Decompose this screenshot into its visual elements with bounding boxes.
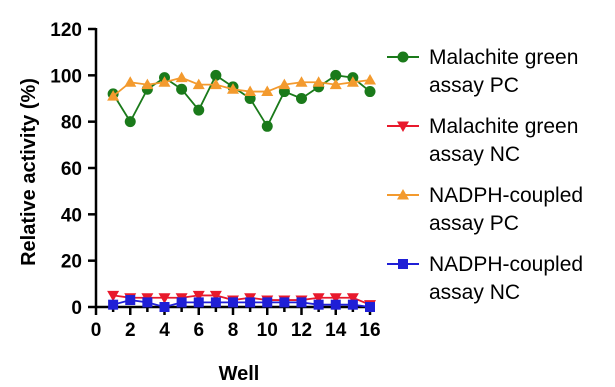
data-point [329, 78, 342, 90]
y-axis-label: Relative activity (%) [18, 78, 40, 266]
axes [94, 28, 371, 309]
y-tick-label: 80 [61, 113, 82, 134]
series-2 [107, 71, 376, 101]
data-point [296, 297, 307, 308]
data-point [329, 293, 342, 304]
legend-marker [398, 259, 408, 269]
x-tick-label: 16 [359, 320, 380, 341]
x-tick-label: 10 [257, 320, 278, 341]
data-point [295, 76, 308, 87]
data-point [141, 78, 154, 90]
data-point [312, 76, 325, 87]
legend-marker [397, 189, 409, 200]
legend-label: NADPH-coupled [429, 184, 583, 207]
data-point [142, 297, 153, 308]
data-point [364, 86, 376, 98]
data-point [346, 76, 359, 87]
x-tick-label: 12 [291, 320, 312, 341]
legend: Malachite green assay PC Malachite green as… [387, 46, 583, 304]
data-point [175, 71, 188, 83]
data-point [261, 85, 274, 97]
data-point [313, 299, 324, 310]
data-point [330, 299, 341, 310]
data-point [107, 90, 120, 101]
x-tick-label: 6 [193, 320, 204, 341]
x-tick-label: 2 [125, 320, 136, 341]
data-point [244, 85, 257, 97]
x-tick-label: 14 [325, 320, 347, 341]
data-point [192, 78, 205, 90]
data-point [124, 76, 137, 87]
data-point [193, 104, 205, 116]
data-point [296, 93, 307, 104]
data-point [159, 302, 170, 312]
series-0 [107, 69, 376, 132]
data-point [346, 293, 359, 304]
legend-item: NADPH-coupled assay PC [387, 184, 583, 235]
data-point [209, 290, 222, 302]
series-3 [108, 295, 375, 312]
x-tick-label: 4 [159, 320, 170, 341]
legend-marker [397, 121, 409, 132]
legend-marker [397, 51, 409, 63]
data-point [227, 83, 239, 94]
x-tick-label: 8 [228, 320, 239, 341]
data-point [193, 297, 204, 308]
data-point [228, 297, 238, 308]
data-point [158, 76, 171, 87]
y-tick-label: 60 [61, 159, 82, 180]
series-layer [107, 69, 376, 312]
legend-item: NADPH-coupled assay NC [387, 253, 583, 304]
series-line [112, 76, 371, 97]
y-tick-label: 40 [61, 205, 82, 226]
data-point [125, 295, 136, 306]
y-tick-label: 100 [50, 66, 82, 87]
legend-item: Malachite green assay PC [387, 46, 578, 97]
data-point [245, 297, 256, 308]
data-point [210, 69, 222, 81]
y-tick-label: 0 [71, 298, 82, 319]
series-line [113, 294, 371, 306]
data-point [210, 297, 221, 308]
data-point [108, 299, 119, 310]
x-axis-label: Well [219, 363, 260, 385]
data-point [124, 116, 136, 128]
data-point [347, 299, 358, 310]
data-point [278, 78, 291, 90]
x-axis-ticks: 0 2 4 6 8 10 12 14 16 [91, 307, 381, 341]
data-point [261, 120, 273, 132]
legend-label: Malachite green [429, 115, 578, 138]
data-point [107, 290, 120, 302]
legend-label: Malachite green [429, 46, 578, 69]
data-point [176, 83, 188, 95]
legend-label: assay NC [429, 281, 520, 304]
legend-label: NADPH-coupled [429, 253, 583, 276]
data-point [279, 297, 290, 308]
legend-label: assay PC [429, 212, 519, 235]
series-line [112, 299, 371, 308]
legend-label: assay NC [429, 143, 520, 166]
data-point [176, 297, 187, 308]
data-point [312, 293, 325, 304]
data-point [209, 78, 222, 90]
y-tick-label: 20 [61, 252, 82, 273]
data-point [364, 73, 376, 85]
data-point [365, 302, 375, 312]
data-point [330, 69, 342, 81]
data-point [192, 290, 205, 302]
data-point [158, 293, 171, 304]
x-tick-label: 0 [91, 320, 102, 341]
legend-item: Malachite green assay NC [387, 115, 578, 166]
legend-label: assay PC [429, 74, 519, 97]
data-point [262, 297, 273, 308]
series-line [112, 74, 371, 129]
y-tick-label: 120 [50, 20, 82, 41]
y-axis-ticks: 0 20 40 60 80 100 120 [50, 20, 96, 319]
